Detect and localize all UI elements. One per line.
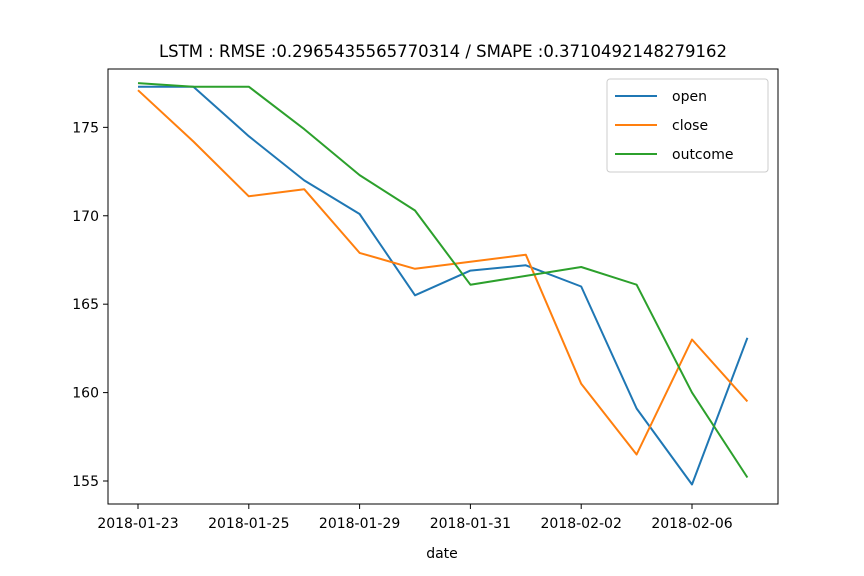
x-tick-label: 2018-02-06 [651,516,732,532]
legend-label-open: open [672,89,707,105]
y-tick-label: 165 [72,297,99,313]
y-axis: 155 160 165 170 175 [72,120,108,490]
legend-label-close: close [672,118,708,134]
x-tick-label: 2018-02-02 [541,516,622,532]
legend-label-outcome: outcome [672,147,733,163]
legend-box [606,78,769,173]
series-line-open [138,85,749,486]
chart-title: LSTM : RMSE :0.2965435565770314 / SMAPE … [159,42,727,61]
series-line-close [137,89,749,456]
x-axis: 2018-01-23 2018-01-25 2018-01-29 2018-01-31… [97,504,733,532]
x-tick-label: 2018-01-31 [430,516,511,532]
legend: open close outcome [606,78,769,173]
x-tick-label: 2018-01-23 [97,516,178,532]
x-axis-label: date [426,546,458,562]
x-tick-label: 2018-01-29 [319,516,400,532]
y-tick-label: 175 [72,120,99,136]
series-line-outcome [137,82,749,479]
y-tick-label: 155 [72,474,99,490]
y-tick-label: 170 [72,209,99,225]
x-tick-label: 2018-01-25 [208,516,289,532]
y-tick-label: 160 [72,386,99,402]
